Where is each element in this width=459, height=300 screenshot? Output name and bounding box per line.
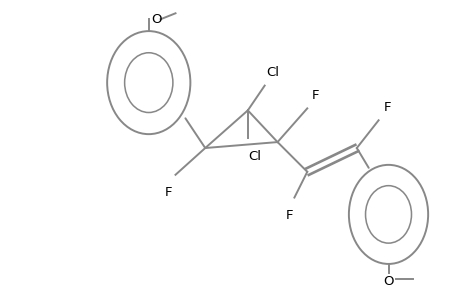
Text: F: F <box>164 186 172 199</box>
Text: F: F <box>383 101 390 114</box>
Text: O: O <box>151 13 162 26</box>
Text: O: O <box>382 275 393 288</box>
Text: F: F <box>285 209 292 222</box>
Text: F: F <box>312 89 319 102</box>
Text: Cl: Cl <box>247 150 260 163</box>
Text: Cl: Cl <box>266 66 279 79</box>
